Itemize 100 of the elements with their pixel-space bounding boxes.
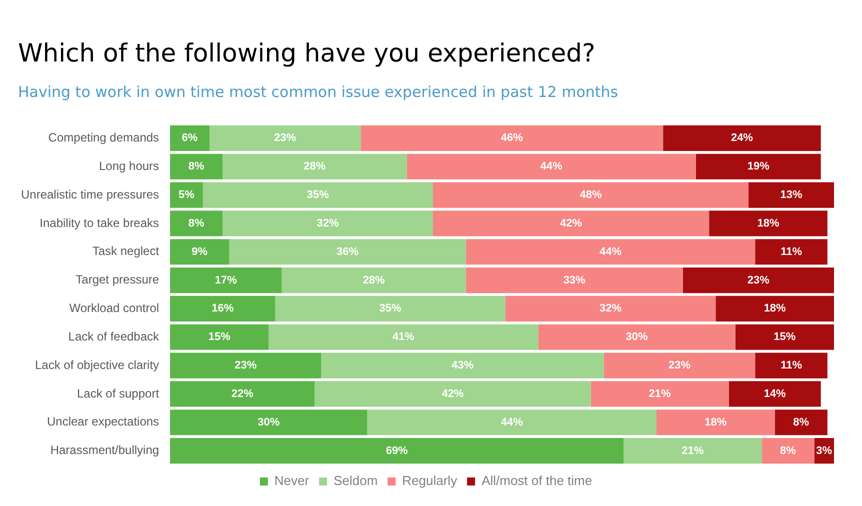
legend-label: Regularly [402, 473, 458, 488]
chart-title: Which of the following have you experienced? [18, 38, 596, 68]
data-label: 8% [780, 444, 796, 457]
y-tick-label: Target pressure [76, 272, 160, 287]
data-label: 3% [816, 444, 832, 457]
data-label: 30% [258, 416, 280, 428]
data-label: 23% [234, 360, 257, 372]
bar [682, 268, 834, 294]
data-label: 43% [452, 360, 474, 372]
bar [275, 296, 506, 322]
data-label: 41% [392, 331, 415, 344]
y-tick-label: Inability to take breaks [40, 216, 160, 230]
bar [604, 352, 756, 378]
data-label: 28% [362, 274, 386, 286]
bar [170, 438, 624, 464]
bar [209, 125, 361, 151]
bar [268, 324, 538, 350]
bar [663, 125, 821, 151]
data-label: 28% [304, 160, 326, 173]
data-label: 15% [774, 331, 796, 344]
bar [696, 154, 821, 180]
y-tick-label: Unrealistic time pressures [20, 187, 160, 202]
y-tick-label: Workload control [69, 301, 160, 316]
data-label: 16% [212, 302, 234, 315]
data-label: 17% [214, 274, 238, 286]
y-tick-label: Lack of feedback [68, 329, 160, 344]
bar [170, 352, 322, 378]
bar [170, 410, 368, 436]
y-tick-label: Lack of objective clarity [34, 358, 160, 372]
bar [170, 381, 315, 407]
bar [367, 410, 657, 436]
data-label: 36% [336, 246, 359, 258]
data-label: 18% [764, 302, 786, 315]
bar [229, 239, 466, 265]
data-label: 15% [208, 331, 231, 344]
data-label: 48% [580, 189, 602, 202]
y-tick-label: Competing demands [48, 130, 160, 145]
data-label: 9% [192, 246, 208, 258]
y-tick-label: Lack of support [76, 386, 160, 400]
y-tick-label: Long hours [98, 158, 160, 173]
bar [314, 381, 591, 407]
bar [170, 268, 282, 294]
data-label: 23% [668, 360, 691, 372]
data-label: 35% [306, 189, 330, 202]
data-label: 18% [704, 416, 727, 428]
data-label: 44% [599, 246, 622, 258]
data-label: 21% [648, 388, 672, 400]
data-label: 46% [500, 132, 524, 144]
bar [170, 324, 269, 350]
data-label: 44% [500, 416, 524, 428]
bar [656, 410, 775, 436]
data-label: 30% [626, 331, 648, 344]
bar [748, 182, 834, 208]
data-label: 13% [780, 189, 802, 202]
data-label: 42% [442, 388, 464, 400]
bar [728, 381, 821, 407]
bar [762, 438, 814, 464]
legend-label: Seldom [334, 473, 378, 488]
bar [466, 239, 756, 265]
y-tick-label: Task neglect [92, 244, 160, 258]
bar [406, 154, 696, 180]
data-label: 24% [730, 132, 754, 144]
bar [755, 352, 828, 378]
data-label: 11% [780, 360, 802, 372]
data-label: 19% [747, 160, 770, 173]
bar [170, 154, 223, 180]
bar [222, 154, 407, 180]
bar [432, 182, 749, 208]
data-label: 5% [178, 189, 195, 202]
bar [282, 268, 466, 294]
chart-subtitle: Having to work in own time most common issue experienced in past 12 months [18, 82, 618, 101]
bar [716, 296, 834, 322]
bar [590, 381, 729, 407]
bar [170, 125, 210, 151]
bar [321, 352, 604, 378]
data-label: 44% [540, 160, 563, 173]
data-label: 23% [747, 274, 770, 286]
data-label: 22% [231, 388, 254, 400]
y-tick-label: Unclear expectations [46, 414, 160, 429]
bar [735, 324, 834, 350]
bar [170, 296, 276, 322]
bar [170, 182, 203, 208]
data-label: 69% [386, 444, 408, 457]
y-tick-label: Harassment/bullying [50, 443, 160, 458]
legend-label: All/most of the time [482, 473, 592, 488]
data-label: 8% [188, 160, 204, 173]
data-label: 32% [599, 302, 622, 315]
data-label: 8% [188, 217, 204, 230]
data-label: 18% [757, 217, 780, 230]
bar [709, 210, 828, 236]
bar [170, 210, 223, 236]
bar [222, 210, 433, 236]
data-label: 21% [682, 444, 704, 457]
bar [170, 239, 230, 265]
bar [202, 182, 433, 208]
data-label: 14% [764, 388, 786, 400]
data-label: 42% [560, 217, 582, 230]
bar [774, 410, 828, 436]
data-label: 6% [182, 132, 198, 144]
data-label: 32% [316, 217, 340, 230]
